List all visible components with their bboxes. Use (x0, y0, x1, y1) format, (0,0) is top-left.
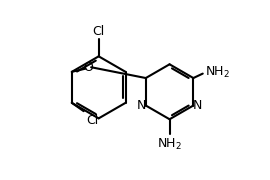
Text: Cl: Cl (93, 25, 105, 38)
Text: NH$_2$: NH$_2$ (157, 137, 182, 152)
Text: NH$_2$: NH$_2$ (205, 64, 230, 80)
Text: Cl: Cl (86, 114, 99, 127)
Text: O: O (83, 61, 93, 75)
Text: N: N (137, 99, 147, 112)
Text: N: N (193, 99, 202, 112)
